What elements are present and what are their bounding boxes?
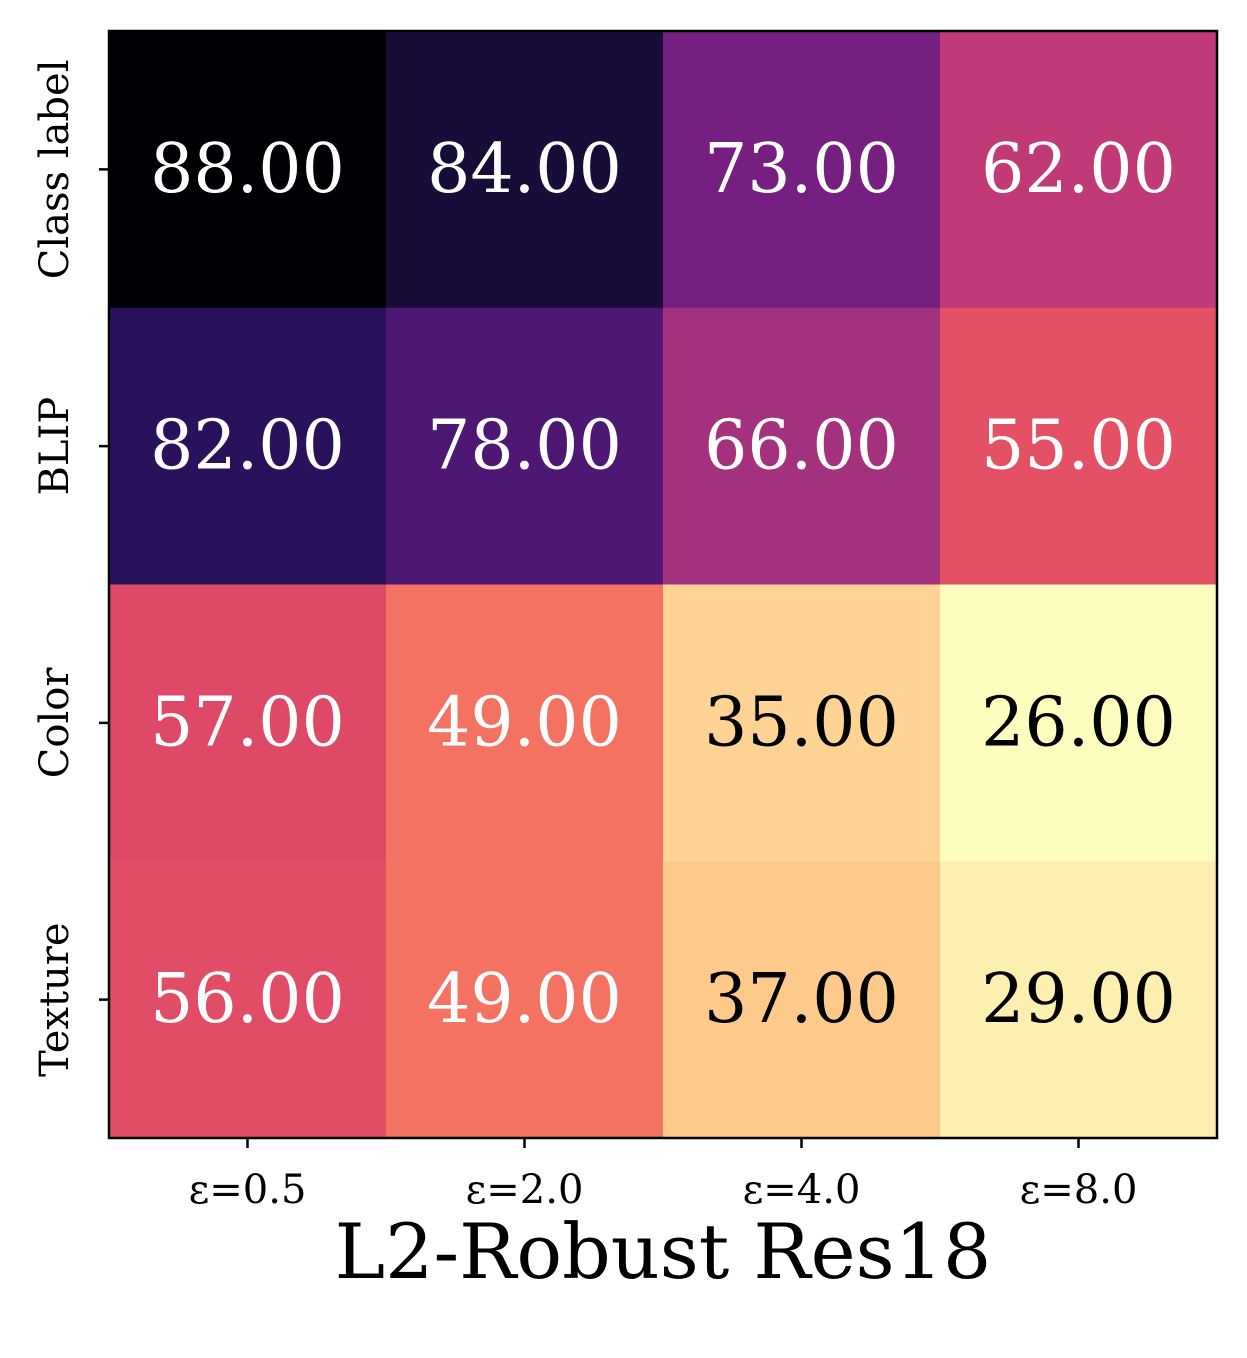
cell-value-label-r0-c3: 62.00 <box>981 130 1176 209</box>
heatmap-cell-r0-c0 <box>109 31 387 309</box>
x-axis-title: L2-Robust Res18 <box>335 1207 992 1296</box>
heatmap-cell-r3-c3 <box>940 861 1218 1139</box>
cell-value-label-r2-c1: 49.00 <box>427 683 622 762</box>
heatmap-cell-r1-c0 <box>109 307 387 585</box>
cell-value-label-r2-c3: 26.00 <box>981 683 1176 762</box>
heatmap-cell-r1-c1 <box>386 307 664 585</box>
x-tick-label-3: ε=8.0 <box>1020 1167 1138 1213</box>
plot-frame <box>107 29 1219 1140</box>
cell-value-label-r2-c2: 35.00 <box>704 683 899 762</box>
cell-value-label-r3-c3: 29.00 <box>981 960 1176 1039</box>
heatmap-cell-r2-c3 <box>940 584 1218 862</box>
cell-value-label-r1-c0: 82.00 <box>150 407 345 486</box>
cell-value-label-r1-c3: 55.00 <box>981 407 1176 486</box>
y-axis-ticks: Class label BLIP Color Texture <box>32 60 109 1077</box>
heatmap-cell-r1-c2 <box>663 307 941 585</box>
heatmap-cell-r3-c1 <box>386 861 664 1139</box>
x-tick-label-1: ε=2.0 <box>466 1167 584 1213</box>
y-tick-label-0: Class label <box>32 60 78 280</box>
x-tick-label-2: ε=4.0 <box>743 1167 861 1213</box>
heatmap-cell-r0-c2 <box>663 31 941 309</box>
heatmap-cell-r0-c3 <box>940 31 1218 309</box>
heatmap-cell-r3-c2 <box>663 861 941 1139</box>
y-tick-label-3: Texture <box>32 922 78 1076</box>
heatmap-cell-r2-c0 <box>109 584 387 862</box>
x-axis-ticks: ε=0.5 ε=2.0 ε=4.0 ε=8.0 <box>189 1138 1138 1213</box>
cell-value-label-r0-c0: 88.00 <box>150 130 345 209</box>
cell-value-label-r3-c2: 37.00 <box>704 960 899 1039</box>
heatmap-cell-r3-c0 <box>109 861 387 1139</box>
cell-value-label-r0-c1: 84.00 <box>427 130 622 209</box>
cell-value-label-r1-c1: 78.00 <box>427 407 622 486</box>
cell-value-label-r3-c0: 56.00 <box>150 960 345 1039</box>
cell-value-label-r1-c2: 66.00 <box>704 407 899 486</box>
x-tick-label-0: ε=0.5 <box>189 1167 307 1213</box>
heatmap-cell-r2-c2 <box>663 584 941 862</box>
heatmap-cell-r0-c1 <box>386 31 664 309</box>
cell-value-label-r0-c2: 73.00 <box>704 130 899 209</box>
heatmap-cell-r1-c3 <box>940 307 1218 585</box>
y-tick-label-2: Color <box>32 667 78 779</box>
heatmap-cell-r2-c1 <box>386 584 664 862</box>
y-tick-label-1: BLIP <box>32 397 78 496</box>
cell-value-label-r2-c0: 57.00 <box>150 683 345 762</box>
cell-value-label-r3-c1: 49.00 <box>427 960 622 1039</box>
heatmap-cells: 88.00 84.00 73.00 62.00 82.00 78.00 66.00 55.00… <box>109 31 1218 1139</box>
